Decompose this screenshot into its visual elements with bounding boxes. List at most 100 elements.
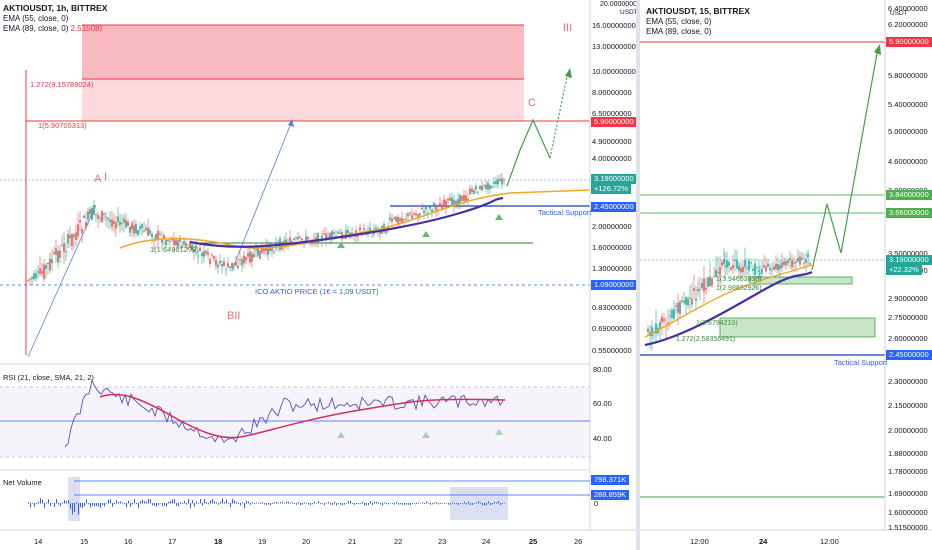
right-candle-body	[661, 316, 663, 323]
volume-bar	[348, 501, 349, 504]
volume-bar	[158, 503, 159, 506]
right-candle-body	[744, 260, 746, 268]
volume-bar	[404, 503, 405, 505]
right-currency-label: USDT	[890, 10, 908, 17]
right-time-tick: 12:00	[690, 537, 709, 546]
left-symbol-title[interactable]: AKTIOUSDT, 1h, BITTREX	[3, 3, 108, 13]
right-candle-body	[771, 269, 773, 271]
candle-body	[263, 248, 265, 251]
right-candle-body	[687, 298, 689, 306]
rsi-line	[64, 379, 504, 448]
candle-body	[71, 233, 73, 247]
volume-tag-2: 288.859K	[591, 490, 630, 500]
right-symbol-title[interactable]: AKTIOUSDT, 15, BITTREX	[646, 6, 750, 16]
volume-bar	[86, 499, 87, 504]
volume-bar	[46, 502, 47, 504]
volume-bar	[504, 502, 505, 504]
right-candle-body	[758, 270, 760, 272]
right-candle-body	[754, 263, 756, 276]
right-price-tick: 5.00000000	[888, 127, 928, 136]
left-time-tick: 22	[394, 537, 403, 546]
candle-body	[41, 271, 43, 274]
candle-body	[475, 186, 477, 190]
rsi-sma-line	[99, 393, 506, 439]
candle-body	[61, 244, 63, 246]
volume-bar	[48, 499, 49, 504]
right-candle-body	[742, 266, 744, 273]
net-volume-legend[interactable]: Net Volume	[3, 478, 42, 487]
right-candle-body	[809, 263, 811, 265]
wave-a-label: A	[94, 173, 102, 185]
volume-bar	[482, 503, 483, 506]
left-price-chart[interactable]	[0, 0, 636, 550]
candle-body	[179, 237, 181, 242]
right-ema89-legend[interactable]: EMA (89, close, 0)	[646, 27, 712, 36]
volume-bar	[74, 503, 75, 512]
volume-bar	[444, 503, 445, 504]
ema55-line	[119, 189, 591, 250]
volume-bar	[398, 503, 399, 505]
right-price-chart[interactable]	[640, 0, 932, 550]
candle-body	[47, 263, 49, 265]
volume-bar	[172, 499, 173, 504]
left-price-tick: 13.00000000	[592, 42, 636, 51]
candle-body	[495, 180, 497, 185]
right-ema55-legend[interactable]: EMA (55, close, 0)	[646, 16, 712, 26]
right-candle-body	[669, 315, 671, 317]
right-price-tick: 5.80000000	[888, 71, 928, 80]
volume-bar	[82, 503, 83, 508]
panel-divider[interactable]	[636, 0, 640, 550]
volume-bar	[266, 503, 267, 505]
left-ema55-legend[interactable]: EMA (55, close, 0)	[3, 13, 69, 23]
candle-body	[231, 262, 233, 268]
volume-bar	[306, 502, 307, 504]
right-candle-body	[740, 267, 742, 273]
candle-body	[57, 250, 59, 263]
candle-body	[441, 204, 443, 210]
volume-bar	[256, 502, 257, 504]
rsi-legend[interactable]: RSI (21, close, SMA, 21, 2)	[3, 373, 94, 382]
wave-c-label: C	[528, 97, 536, 109]
volume-bar	[214, 501, 215, 504]
volume-bar	[272, 503, 273, 504]
candle-body	[193, 249, 195, 253]
ico-price-label: ICO AKTIO PRICE (1€ = 1,09 USDT)	[255, 287, 379, 296]
left-chart-panel[interactable]: AKTIOUSDT, 1h, BITTREX EMA (55, close, 0…	[0, 0, 641, 550]
volume-bar	[112, 503, 113, 507]
volume-bar	[408, 503, 409, 505]
candle-body	[203, 251, 205, 257]
volume-bar	[132, 503, 133, 505]
right-price-tick: 1.78000000	[888, 467, 928, 476]
candle-body	[411, 214, 413, 219]
candle-body	[185, 243, 187, 247]
volume-bar	[320, 503, 321, 505]
volume-bar	[466, 503, 467, 505]
right-candle-body	[765, 266, 767, 272]
candle-body	[113, 221, 115, 224]
candle-body	[443, 199, 445, 206]
left-time-tick: 15	[80, 537, 89, 546]
volume-bar	[422, 502, 423, 504]
right-candle-body	[726, 260, 728, 268]
right-support-zone	[749, 276, 853, 285]
volume-bar	[394, 503, 395, 505]
candle-body	[335, 235, 337, 237]
candle-body	[137, 230, 139, 235]
candle-body	[447, 198, 449, 201]
left-price-tick: 0.83000000	[592, 303, 632, 312]
right-candle-body	[707, 277, 709, 287]
candle-body	[433, 202, 435, 207]
left-ema89-legend[interactable]: EMA (89, close, 0) 2.51508)	[3, 24, 103, 33]
right-chart-panel[interactable]: AKTIOUSDT, 15, BITTREX EMA (55, close, 0…	[640, 0, 932, 550]
rsi-tick: 80.00	[593, 365, 612, 374]
volume-bar	[460, 503, 461, 504]
candle-body	[327, 236, 329, 238]
volume-bar	[462, 503, 463, 504]
volume-bar	[322, 502, 323, 504]
candle-body	[109, 219, 111, 222]
volume-bar	[310, 503, 311, 506]
right-candle-body	[679, 301, 681, 315]
left-time-tick: 14	[34, 537, 43, 546]
left-time-tick: 23	[438, 537, 447, 546]
candle-body	[267, 247, 269, 255]
